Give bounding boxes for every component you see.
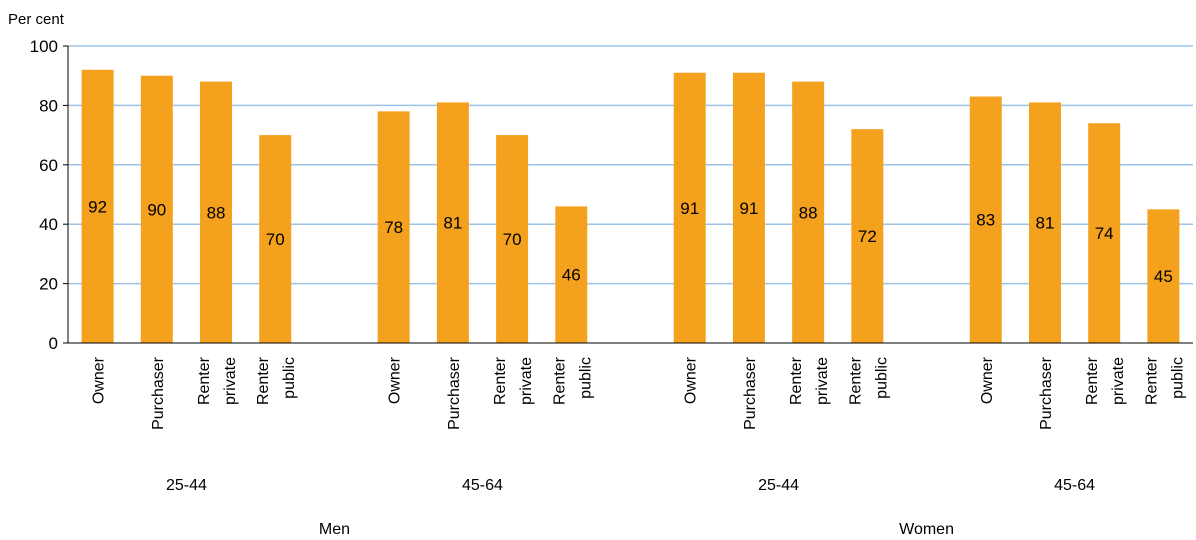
data-label: 83	[976, 211, 995, 230]
x-tick-label: Owner	[387, 356, 404, 404]
y-axis-title: Per cent	[8, 11, 65, 28]
bar	[792, 81, 825, 343]
x-tick-label: Renter	[1084, 356, 1101, 405]
bar	[673, 72, 706, 343]
x-tick-label: Renter	[1143, 356, 1160, 405]
bar	[200, 81, 233, 343]
x-tick-labels: Owner Purchaser Renter private Renter public O…	[91, 356, 1187, 430]
x-tick-label: Renter	[847, 356, 864, 405]
x-tick-label: private	[1110, 357, 1127, 405]
bar	[259, 135, 292, 343]
data-label: 81	[1036, 214, 1055, 233]
bar	[140, 75, 173, 343]
bar	[436, 102, 469, 344]
y-tick-label: 0	[49, 334, 58, 353]
bar	[969, 96, 1002, 344]
data-label: 81	[443, 214, 462, 233]
x-tick-label: Purchaser	[446, 356, 463, 430]
sex-group-label: Men	[319, 521, 350, 538]
x-tick-label: Owner	[979, 356, 996, 404]
data-label: 91	[739, 199, 758, 218]
x-tick-label: Renter	[551, 356, 568, 405]
data-label: 70	[266, 230, 285, 249]
x-tick-label: private	[518, 357, 535, 405]
bar	[1147, 209, 1180, 343]
data-label: 91	[680, 199, 699, 218]
x-tick-label: Renter	[196, 356, 213, 405]
age-group-label: 25-44	[166, 477, 207, 494]
x-tick-label: public	[873, 357, 890, 399]
data-label: 72	[858, 227, 877, 246]
sex-group-label: Women	[899, 521, 954, 538]
data-label: 70	[503, 230, 522, 249]
x-tick-label: Owner	[683, 356, 700, 404]
bars	[81, 69, 1180, 344]
x-tick-label: Renter	[788, 356, 805, 405]
x-tick-label: public	[281, 357, 298, 399]
gridlines	[68, 45, 1193, 285]
data-label: 74	[1095, 224, 1114, 243]
age-group-label: 45-64	[1054, 477, 1095, 494]
x-tick-label: public	[577, 357, 594, 399]
data-label: 88	[799, 203, 818, 222]
x-tick-label: Purchaser	[150, 356, 167, 430]
y-tick-label: 20	[39, 275, 58, 294]
age-group-label: 25-44	[758, 477, 799, 494]
data-label: 45	[1154, 267, 1173, 286]
data-label: 90	[147, 200, 166, 219]
bar	[732, 72, 765, 343]
bar	[555, 206, 588, 343]
x-tick-label: Owner	[91, 356, 108, 404]
x-tick-label: Purchaser	[742, 356, 759, 430]
data-label: 92	[88, 197, 107, 216]
data-labels: 92 90 88 70 78 81 70 46 91 91 88 72 83 81 74 45	[88, 197, 1173, 286]
axes	[63, 45, 1193, 344]
bar	[1028, 102, 1061, 344]
y-tick-labels: 0 20 40 60 80 100	[30, 37, 58, 353]
data-label: 46	[562, 266, 581, 285]
y-tick-label: 100	[30, 37, 58, 56]
y-tick-label: 40	[39, 215, 58, 234]
x-tick-label: public	[1169, 357, 1186, 399]
bar	[81, 69, 114, 343]
y-tick-label: 80	[39, 96, 58, 115]
age-group-label: 45-64	[462, 477, 503, 494]
x-tick-label: Renter	[255, 356, 272, 405]
x-tick-label: Purchaser	[1038, 356, 1055, 430]
y-tick-label: 60	[39, 156, 58, 175]
bar	[1088, 123, 1121, 343]
bar	[496, 135, 529, 343]
data-label: 88	[207, 203, 226, 222]
bar	[377, 111, 410, 343]
x-tick-label: Renter	[492, 356, 509, 405]
data-label: 78	[384, 218, 403, 237]
bar	[851, 129, 884, 343]
x-tick-label: private	[814, 357, 831, 405]
x-tick-label: private	[222, 357, 239, 405]
group-labels: 25-44 45-64 25-44 45-64 Men Women	[166, 477, 1095, 538]
